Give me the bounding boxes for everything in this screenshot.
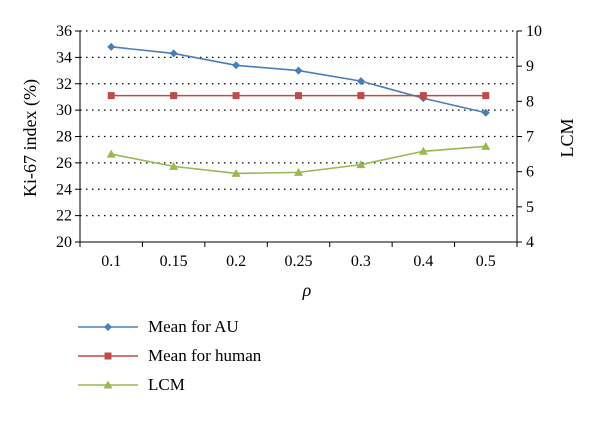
x-tick-label: 0.1	[101, 253, 121, 270]
grid-lines	[80, 30, 517, 217]
x-axis-title: ρ	[302, 280, 312, 300]
legend-swatch-marker	[103, 380, 113, 388]
x-tick-label: 0.4	[413, 253, 433, 270]
y-left-tick-label: 34	[56, 49, 72, 66]
x-tick-label: 0.5	[476, 253, 496, 270]
data-point	[356, 77, 365, 86]
data-point	[481, 141, 491, 150]
y-right-tick-label: 6	[526, 164, 534, 181]
data-point	[357, 92, 365, 100]
y-left-tick-label: 32	[56, 76, 72, 93]
data-point	[107, 92, 115, 100]
legend-swatch-marker	[104, 352, 112, 359]
y-left-tick-label: 36	[56, 23, 72, 40]
series-mean-for-au	[107, 42, 490, 117]
y-right-tick-label: 9	[526, 58, 534, 75]
y-right-tick-label: 7	[526, 129, 534, 146]
legend-item: Mean for AU	[78, 312, 378, 341]
x-tick-label: 0.25	[285, 253, 313, 270]
legend-label: Mean for AU	[148, 316, 239, 336]
legend-swatch-marker	[104, 322, 112, 331]
data-point	[481, 108, 490, 117]
y-axis-left-title: Ki-67 index (%)	[20, 79, 41, 197]
data-point	[231, 168, 241, 177]
data-point	[482, 92, 490, 100]
data-point	[294, 167, 303, 176]
data-point	[169, 161, 179, 170]
line-chart: 20 22 24 26 28 30 32 34 36 4 5 6 7 8 9 10 0.1 0.15 0.2 0.25…	[20, 23, 577, 300]
y-right-tick-label: 4	[526, 234, 534, 251]
y-left-tick-label: 30	[56, 102, 72, 119]
data-point	[232, 61, 241, 70]
legend-swatch	[78, 322, 138, 331]
data-point	[232, 92, 240, 100]
axes	[75, 30, 522, 247]
y-right-tick-label: 5	[526, 199, 534, 216]
series-lcm	[106, 141, 491, 177]
y-left-tick-label: 22	[56, 208, 72, 225]
legend-label: Mean for human	[148, 345, 262, 365]
x-tick-label: 0.15	[160, 253, 188, 270]
data-point	[107, 42, 116, 51]
legend-swatch	[78, 352, 138, 359]
legend-item: Mean for human	[78, 341, 378, 370]
y-left-tick-label: 26	[56, 155, 72, 172]
y-left-tick-label: 28	[56, 129, 72, 146]
data-point	[294, 66, 303, 75]
legend-swatch	[78, 380, 138, 388]
x-tick-label: 0.2	[226, 253, 246, 270]
y-left-tick-label: 20	[56, 234, 72, 251]
legend: Mean for AU Mean for human LCM	[78, 312, 378, 399]
y-right-tick-label: 8	[526, 93, 534, 110]
y-right-tick-label: 10	[526, 23, 542, 40]
data-point	[356, 160, 366, 169]
y-axis-right-title: LCM	[557, 118, 577, 157]
data-point	[169, 49, 178, 58]
x-tick-label: 0.3	[351, 253, 371, 270]
legend-item: LCM	[78, 370, 378, 399]
data-point	[418, 146, 428, 155]
tick-labels: 20 22 24 26 28 30 32 34 36 4 5 6 7 8 9 10 0.1 0.15 0.2 0.25…	[56, 23, 542, 270]
series-layer	[106, 42, 491, 177]
series-mean-for-human	[107, 92, 490, 100]
legend-label: LCM	[148, 374, 185, 394]
data-point	[295, 92, 302, 100]
data-point	[106, 149, 116, 158]
y-left-tick-label: 24	[56, 181, 72, 198]
data-point	[170, 92, 178, 100]
data-point	[419, 92, 427, 100]
series-line	[111, 46, 486, 114]
